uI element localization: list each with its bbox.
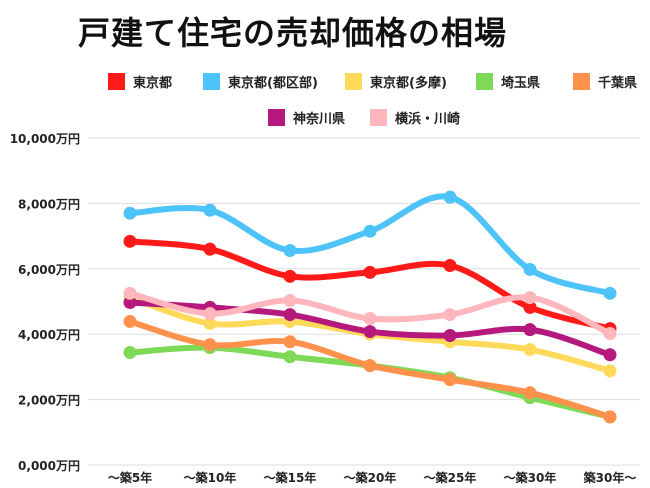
data-point xyxy=(283,243,297,257)
legend-label: 東京都 xyxy=(133,76,173,91)
legend-label: 東京都(多摩) xyxy=(370,76,447,91)
data-point xyxy=(363,359,377,373)
data-point xyxy=(203,307,217,321)
y-tick-label: 2,000万円 xyxy=(18,394,80,408)
legend-swatch xyxy=(203,73,220,90)
data-point xyxy=(523,291,537,305)
data-point xyxy=(523,343,537,357)
data-point xyxy=(283,294,297,308)
data-point xyxy=(443,259,457,273)
x-tick-label: ～築5年 xyxy=(108,470,152,485)
series-6 xyxy=(123,286,617,341)
data-point xyxy=(523,386,537,400)
data-point xyxy=(443,329,457,343)
data-point xyxy=(603,327,617,341)
data-point xyxy=(283,269,297,283)
legend-item: 千葉県 xyxy=(573,72,637,91)
data-point xyxy=(203,316,217,330)
data-point xyxy=(283,335,297,349)
legend-label: 埼玉県 xyxy=(501,76,541,91)
data-point xyxy=(363,312,377,326)
legend-item: 東京都(都区部) xyxy=(203,72,318,91)
legend-swatch xyxy=(476,73,493,90)
data-point xyxy=(523,300,537,314)
legend-label: 横浜・川崎 xyxy=(395,112,461,127)
legend-item: 神奈川県 xyxy=(268,108,345,127)
chart-title: 戸建て住宅の売却価格の相場 xyxy=(78,14,508,52)
data-point xyxy=(363,224,377,238)
data-point xyxy=(283,308,297,322)
legend-label: 神奈川県 xyxy=(293,112,346,127)
x-tick-label: ～築25年 xyxy=(424,470,477,485)
x-tick-label: ～築15年 xyxy=(264,470,317,485)
y-tick-label: 4,000万円 xyxy=(18,328,80,342)
data-point xyxy=(603,348,617,362)
data-point xyxy=(203,203,217,217)
data-point xyxy=(443,308,457,322)
x-tick-label: ～築20年 xyxy=(344,470,397,485)
data-point xyxy=(603,364,617,378)
data-point xyxy=(363,265,377,279)
legend-item: 東京都 xyxy=(108,72,172,91)
x-tick-label: ～築30年 xyxy=(504,470,557,485)
y-tick-label: 0,000万円 xyxy=(18,459,80,473)
data-point xyxy=(523,323,537,337)
data-point xyxy=(123,234,137,248)
data-point xyxy=(123,346,137,360)
data-point xyxy=(523,262,537,276)
legend-label: 千葉県 xyxy=(598,76,638,91)
y-tick-label: 6,000万円 xyxy=(18,263,80,277)
data-point xyxy=(603,410,617,424)
data-point xyxy=(363,325,377,339)
legend-swatch xyxy=(370,109,387,126)
data-point xyxy=(203,242,217,256)
series-1 xyxy=(123,190,617,300)
x-tick-label: 築30年～ xyxy=(583,470,637,485)
legend-item: 埼玉県 xyxy=(476,72,540,91)
data-point xyxy=(203,338,217,352)
data-point xyxy=(443,190,457,204)
legend-item: 東京都(多摩) xyxy=(345,72,447,91)
legend-label: 東京都(都区部) xyxy=(228,76,318,91)
legend-item: 横浜・川崎 xyxy=(370,108,460,127)
series-4 xyxy=(123,314,617,424)
x-tick-label: ～築10年 xyxy=(184,470,237,485)
legend-swatch xyxy=(268,109,285,126)
data-point xyxy=(283,350,297,364)
data-point xyxy=(123,295,137,309)
series-line xyxy=(127,344,613,420)
y-tick-label: 8,000万円 xyxy=(18,197,80,211)
data-point xyxy=(123,314,137,328)
data-point xyxy=(123,286,137,300)
legend-swatch xyxy=(573,73,590,90)
data-point xyxy=(443,373,457,387)
data-point xyxy=(123,206,137,220)
legend-swatch xyxy=(108,73,125,90)
legend-swatch xyxy=(345,73,362,90)
data-point xyxy=(603,286,617,300)
y-tick-label: 10,000万円 xyxy=(10,132,80,146)
